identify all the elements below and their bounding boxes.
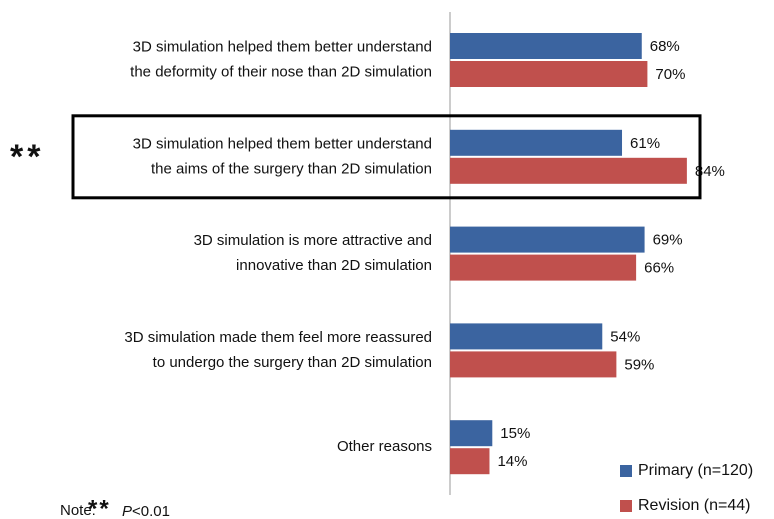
category-label: 3D simulation helped them better underst… bbox=[133, 135, 432, 152]
bar bbox=[450, 157, 687, 184]
category-label: 3D simulation helped them better underst… bbox=[133, 38, 432, 55]
category-label: 3D simulation is more attractive and bbox=[194, 232, 432, 249]
value-label: 70% bbox=[655, 66, 685, 83]
bar bbox=[450, 420, 493, 447]
category-label: 3D simulation made them feel more reassu… bbox=[124, 329, 432, 346]
bar bbox=[450, 129, 623, 156]
value-label: 68% bbox=[650, 38, 680, 55]
bar bbox=[450, 351, 617, 378]
highlight-box bbox=[71, 114, 702, 200]
value-label: 14% bbox=[497, 453, 527, 470]
note-p: P bbox=[122, 503, 132, 519]
note-text: P<0.01 bbox=[122, 503, 170, 519]
note-value: <0.01 bbox=[132, 503, 170, 519]
legend-label: Revision (n=44) bbox=[638, 497, 751, 514]
category-label: to undergo the surgery than 2D simulatio… bbox=[153, 354, 432, 371]
bar bbox=[450, 33, 642, 59]
note-prefix: Note: bbox=[60, 502, 96, 519]
value-label: 84% bbox=[695, 163, 725, 180]
value-label: 59% bbox=[624, 356, 654, 373]
bar bbox=[450, 323, 603, 350]
value-label: 69% bbox=[653, 232, 683, 249]
bar bbox=[450, 254, 637, 281]
bar bbox=[450, 448, 490, 475]
note-marker: ** bbox=[88, 495, 111, 519]
value-label: 15% bbox=[500, 425, 530, 442]
bar bbox=[450, 226, 645, 253]
category-label: the aims of the surgery than 2D simulati… bbox=[151, 160, 432, 177]
category-label: Other reasons bbox=[337, 438, 432, 455]
significance-marker: ** bbox=[10, 138, 44, 176]
value-label: 54% bbox=[610, 328, 640, 345]
category-label: the deformity of their nose than 2D simu… bbox=[130, 63, 432, 80]
legend-swatch bbox=[620, 465, 632, 477]
category-label: innovative than 2D simulation bbox=[236, 257, 432, 274]
legend-label: Primary (n=120) bbox=[638, 462, 753, 479]
legend-swatch bbox=[620, 500, 632, 512]
value-label: 66% bbox=[644, 260, 674, 277]
value-label: 61% bbox=[630, 135, 660, 152]
bar bbox=[450, 61, 648, 87]
